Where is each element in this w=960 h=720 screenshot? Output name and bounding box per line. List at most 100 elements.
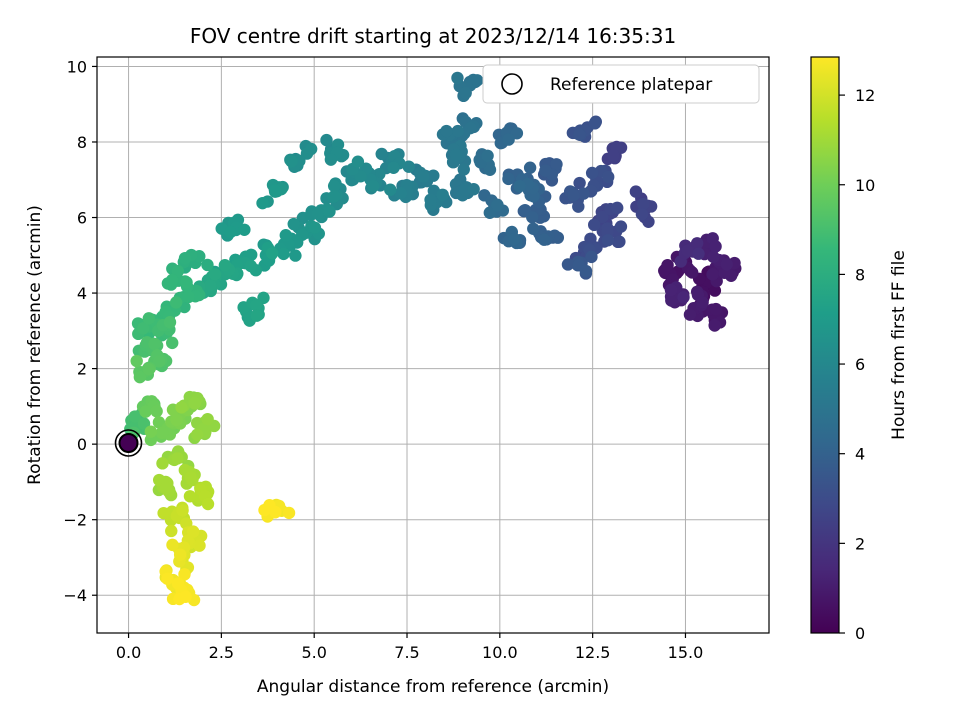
- data-point: [144, 425, 158, 438]
- data-point: [708, 284, 722, 297]
- data-point: [133, 370, 147, 384]
- y-axis-label: Rotation from reference (arcmin): [25, 205, 45, 485]
- data-point: [665, 294, 678, 307]
- data-point: [155, 426, 169, 440]
- data-point: [467, 182, 480, 196]
- data-point: [526, 211, 539, 224]
- data-point: [289, 249, 302, 262]
- data-point: [602, 170, 615, 184]
- legend: Reference platepar: [482, 64, 760, 104]
- data-point: [188, 397, 201, 410]
- data-point: [180, 276, 193, 289]
- data-point: [683, 308, 697, 321]
- data-point: [152, 473, 166, 487]
- data-point: [166, 538, 179, 552]
- x-tick-label: 12.5: [575, 643, 611, 662]
- data-point: [458, 183, 472, 196]
- data-point: [128, 410, 142, 423]
- data-point: [661, 258, 674, 272]
- data-point: [182, 290, 195, 304]
- data-point: [690, 237, 704, 250]
- data-point: [375, 147, 388, 161]
- y-tick-label: 6: [77, 209, 87, 228]
- data-point: [218, 259, 232, 272]
- data-point: [277, 247, 290, 261]
- reference-platepar-marker: [118, 433, 139, 453]
- data-point: [708, 319, 721, 332]
- data-points: [124, 71, 742, 607]
- data-point: [201, 497, 215, 511]
- data-point: [614, 220, 628, 233]
- data-point: [165, 273, 179, 287]
- data-point: [387, 161, 400, 175]
- y-tick-label: −4: [63, 586, 87, 605]
- data-point: [588, 218, 601, 232]
- data-point: [470, 74, 484, 87]
- data-point: [685, 266, 699, 279]
- data-point: [629, 185, 643, 198]
- data-point: [579, 264, 593, 278]
- y-axis-ticks: −4 −2 0 2 4 6 8 10: [63, 57, 97, 605]
- data-point: [611, 201, 624, 215]
- data-point: [238, 223, 251, 236]
- data-point: [159, 482, 173, 495]
- colorbar: [810, 56, 840, 634]
- data-point: [279, 229, 293, 242]
- data-point: [256, 196, 269, 210]
- y-tick-label: 8: [77, 133, 87, 152]
- data-point: [481, 149, 494, 162]
- data-point: [201, 258, 214, 272]
- data-point: [457, 163, 470, 176]
- data-point: [459, 86, 472, 100]
- x-axis-ticks: 0.0 2.5 5.0 7.5 10.0 12.5 15.0: [116, 633, 703, 662]
- data-point: [567, 189, 580, 202]
- colorbar-tick-label: 4: [855, 445, 865, 464]
- data-point: [269, 505, 282, 519]
- data-point: [607, 149, 620, 162]
- data-point: [513, 180, 526, 193]
- data-point: [324, 153, 338, 166]
- data-point: [311, 207, 325, 220]
- data-point: [537, 233, 551, 246]
- data-point: [585, 250, 598, 264]
- data-point: [166, 336, 179, 350]
- data-point: [304, 142, 318, 156]
- data-point: [184, 471, 198, 484]
- data-point: [137, 321, 150, 335]
- data-point: [157, 506, 170, 520]
- data-point: [550, 158, 563, 171]
- colorbar-tick-label: 8: [855, 265, 865, 284]
- data-point: [523, 161, 537, 174]
- data-point: [427, 169, 440, 182]
- data-point: [152, 416, 166, 429]
- data-point: [351, 155, 365, 168]
- data-point: [502, 133, 515, 146]
- data-point: [709, 240, 722, 253]
- data-point: [664, 283, 678, 297]
- x-tick-label: 5.0: [301, 643, 326, 662]
- data-point: [193, 539, 206, 552]
- x-tick-label: 15.0: [668, 643, 704, 662]
- legend-label: Reference platepar: [550, 75, 712, 95]
- data-point: [161, 572, 174, 585]
- data-point: [308, 221, 322, 234]
- data-point: [287, 217, 300, 231]
- data-point: [266, 247, 279, 260]
- data-point: [601, 234, 615, 247]
- legend-marker: [501, 73, 523, 95]
- data-point: [613, 235, 626, 248]
- data-point: [384, 183, 397, 196]
- data-point: [706, 268, 719, 281]
- data-point: [696, 296, 709, 309]
- data-point: [258, 503, 271, 517]
- reference-marker-ring: [114, 429, 143, 457]
- data-point: [178, 251, 192, 265]
- data-point: [436, 188, 449, 201]
- legend-box: [482, 64, 760, 104]
- data-point: [692, 247, 705, 260]
- data-point: [169, 296, 183, 309]
- data-point: [176, 504, 189, 517]
- data-point: [577, 187, 590, 200]
- data-point: [720, 258, 733, 271]
- data-point: [244, 259, 258, 273]
